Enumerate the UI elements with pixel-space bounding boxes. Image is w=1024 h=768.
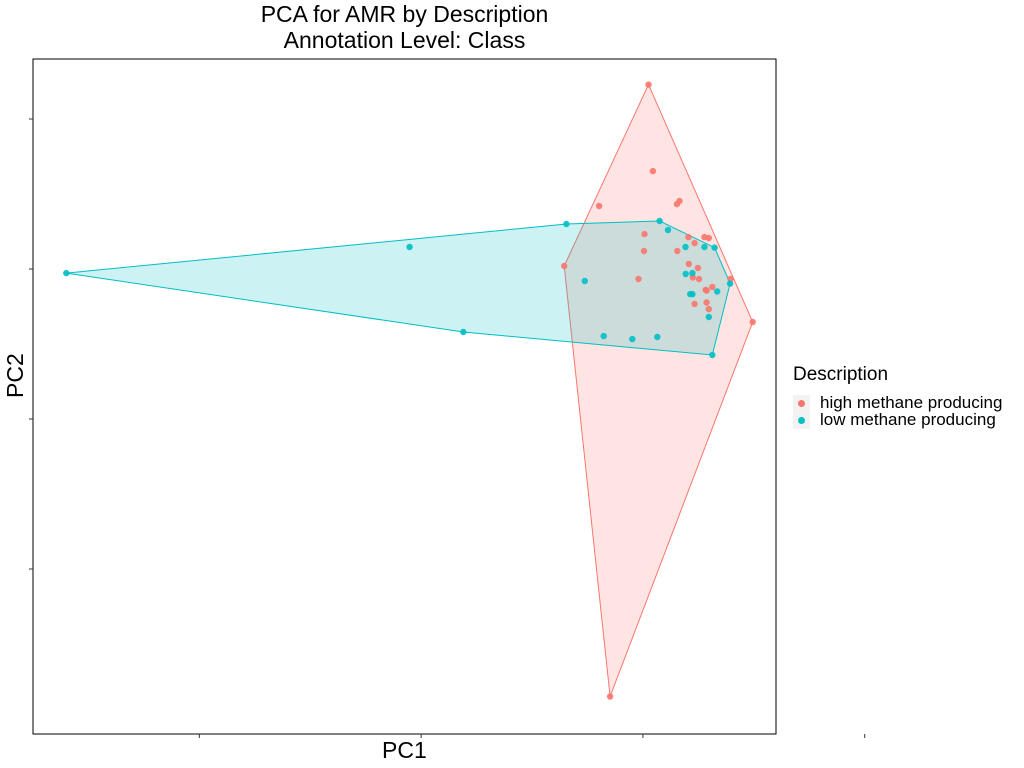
x-axis-label: PC1 [382, 737, 427, 763]
point-high-7 [749, 318, 756, 326]
point-high-25 [674, 247, 681, 255]
point-high-0 [645, 81, 652, 88]
legend-dot-high [798, 399, 805, 407]
point-low-4 [581, 277, 588, 285]
point-high-14 [701, 233, 708, 241]
point-high-21 [705, 305, 712, 313]
points-layer [63, 81, 756, 700]
point-low-3 [563, 220, 570, 228]
legend-dot-low [798, 416, 805, 424]
point-low-9 [656, 217, 663, 225]
point-high-18 [709, 283, 716, 291]
legend-label-low: low methane producing [820, 410, 996, 429]
point-low-16 [689, 290, 696, 298]
legend-item-high: high methane producing [793, 393, 1003, 412]
point-low-13 [711, 244, 718, 251]
point-low-8 [709, 351, 716, 359]
point-low-1 [406, 243, 413, 251]
point-low-5 [600, 332, 607, 340]
point-low-11 [682, 243, 689, 251]
hull-low [66, 220, 731, 356]
point-low-18 [705, 313, 712, 321]
y-axis-label-text: PC2 [2, 353, 28, 398]
point-high-6 [727, 275, 734, 283]
point-low-7 [654, 333, 661, 341]
legend-item-low: low methane producing [793, 410, 996, 429]
legend-title: Description [793, 364, 889, 385]
point-high-23 [635, 275, 642, 283]
chart-subtitle: Annotation Level: Class [283, 27, 526, 53]
point-high-9 [641, 230, 648, 238]
point-high-1 [649, 167, 657, 175]
point-high-4 [595, 202, 603, 210]
point-high-10 [685, 233, 692, 241]
hull-layer [66, 83, 754, 697]
axis-ticks [29, 118, 866, 738]
point-high-3 [676, 197, 683, 205]
point-high-8 [606, 693, 614, 700]
point-high-26 [703, 299, 710, 306]
point-high-13 [685, 260, 692, 268]
point-low-10 [664, 226, 672, 234]
hull-high [563, 83, 754, 697]
point-low-2 [460, 328, 467, 336]
chart-title: PCA for AMR by Description [260, 1, 549, 27]
point-low-20 [682, 270, 689, 278]
point-low-6 [629, 335, 636, 343]
point-low-19 [726, 280, 734, 287]
plot-panel-border [32, 58, 777, 735]
legend-label-high: high methane producing [820, 393, 1003, 412]
point-high-15 [694, 264, 702, 272]
point-low-12 [701, 243, 708, 251]
legend-key-high [793, 394, 810, 412]
legend-key-low [793, 411, 810, 429]
point-high-22 [703, 287, 710, 294]
point-high-5 [561, 262, 568, 270]
point-high-24 [640, 247, 648, 255]
point-high-20 [691, 300, 698, 308]
point-low-17 [714, 288, 721, 295]
point-low-0 [63, 269, 70, 277]
point-high-11 [691, 239, 698, 247]
point-high-17 [695, 275, 703, 283]
point-low-14 [689, 269, 696, 277]
